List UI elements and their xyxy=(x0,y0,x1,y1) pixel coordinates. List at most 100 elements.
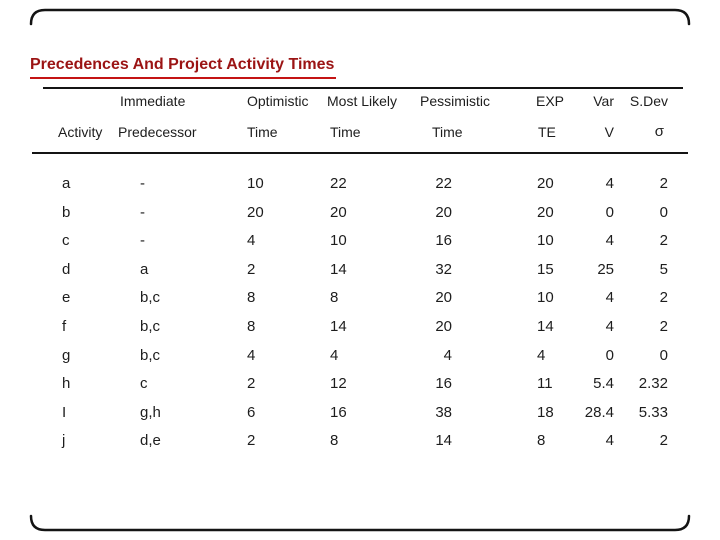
table-cell: 16 xyxy=(435,232,452,250)
table-cell: 16 xyxy=(435,375,452,393)
table-row: a - 10 22 22 20 4 2 xyxy=(0,170,720,199)
slide-border-bottom xyxy=(29,514,691,532)
table-row: f b,c 8 14 20 14 4 2 xyxy=(0,313,720,342)
table-cell: 5.33 xyxy=(638,403,668,421)
table-row: e b,c 8 8 20 10 4 2 xyxy=(0,284,720,313)
table-cell: - xyxy=(140,203,145,221)
table-top-rule xyxy=(43,87,683,89)
table-cell: 15 xyxy=(537,260,554,278)
table-cell: 20 xyxy=(435,318,452,335)
header-activity: Activity xyxy=(58,124,103,140)
table-cell: 20 xyxy=(435,289,452,307)
table-cell: - xyxy=(140,232,145,250)
table-cell: 2 xyxy=(247,260,256,278)
header-pessimistic: Pessimistic xyxy=(420,93,491,109)
table-cell: a xyxy=(62,175,71,192)
table-cell: b,c xyxy=(140,346,161,364)
table-cell: b xyxy=(62,203,71,221)
table-cell: 4 xyxy=(605,432,614,450)
table-cell: 32 xyxy=(435,260,452,278)
table-cell: 28.4 xyxy=(584,403,614,421)
table-cell: 25 xyxy=(597,260,614,278)
header-predecessor: Predecessor xyxy=(118,124,197,140)
table-cell: 14 xyxy=(330,260,347,278)
table-cell: 22 xyxy=(330,175,347,192)
table-cell: 10 xyxy=(537,289,554,307)
table-cell: 2 xyxy=(659,175,668,192)
table-cell: 8 xyxy=(247,289,256,307)
table-cell: g xyxy=(62,346,71,364)
table-cell: 14 xyxy=(435,432,452,450)
table-cell: 4 xyxy=(247,346,256,364)
table-cell: 16 xyxy=(330,403,347,421)
table-cell: 0 xyxy=(605,203,614,221)
table-cell: d xyxy=(62,260,71,278)
table-row: d a 2 14 32 15 25 5 xyxy=(0,256,720,285)
table-row: b - 20 20 20 20 0 0 xyxy=(0,199,720,228)
table-row: g b,c 4 4 4 4 0 0 xyxy=(0,342,720,371)
table-cell: 2.32 xyxy=(638,375,668,393)
table-cell: c xyxy=(140,375,148,393)
table-cell: 2 xyxy=(659,318,668,335)
table-header-rule xyxy=(32,152,688,154)
table-cell: - xyxy=(140,175,145,192)
table-cell: 12 xyxy=(330,375,347,393)
table-cell: 4 xyxy=(537,346,546,364)
table-cell: 22 xyxy=(435,175,452,192)
table-cell: 4 xyxy=(605,289,614,307)
table-cell: d,e xyxy=(140,432,161,450)
page-title: Precedences And Project Activity Times xyxy=(30,56,337,79)
table-cell: 4 xyxy=(247,232,256,250)
table-cell: 8 xyxy=(330,289,339,307)
table-cell: 38 xyxy=(435,403,452,421)
table-cell: 10 xyxy=(537,232,554,250)
table-cell: 0 xyxy=(659,346,668,364)
table-cell: 14 xyxy=(330,318,347,335)
table-cell: 20 xyxy=(537,203,554,221)
header-sigma: σ xyxy=(654,123,664,140)
table-cell: b,c xyxy=(140,318,161,335)
table-cell: 2 xyxy=(659,432,668,450)
table-cell: 10 xyxy=(330,232,347,250)
table-cell: c xyxy=(62,232,70,250)
header-exp: EXP xyxy=(536,93,565,109)
slide-border-top xyxy=(29,8,691,26)
header-var: Var xyxy=(593,93,614,109)
table-cell: 14 xyxy=(537,318,554,335)
table-cell: 4 xyxy=(605,175,614,192)
table-cell: 20 xyxy=(537,175,554,192)
table-cell: 8 xyxy=(330,432,339,450)
table-cell: 11 xyxy=(537,375,553,393)
table-row: j d,e 2 8 14 8 4 2 xyxy=(0,427,720,456)
table-row: h c 2 12 16 11 5.4 2.32 xyxy=(0,370,720,399)
table-cell: e xyxy=(62,289,71,307)
table-cell: g,h xyxy=(140,403,161,421)
table-cell: 18 xyxy=(537,403,554,421)
table-cell: 4 xyxy=(605,232,614,250)
header-time-optimistic: Time xyxy=(247,124,278,140)
table-cell: 4 xyxy=(330,346,339,364)
table-cell: j xyxy=(62,432,66,450)
header-immediate: Immediate xyxy=(120,93,186,109)
table-cell: 8 xyxy=(247,318,256,335)
header-time-most-likely: Time xyxy=(330,124,361,140)
table-cell: 20 xyxy=(247,203,264,221)
table-cell: I xyxy=(62,403,67,421)
header-v: V xyxy=(604,124,614,140)
table-cell: 10 xyxy=(247,175,264,192)
table-cell: 8 xyxy=(537,432,546,450)
header-most-likely: Most Likely xyxy=(327,93,398,109)
table-cell: 4 xyxy=(443,346,452,364)
header-time-pessimistic: Time xyxy=(432,124,463,140)
table-cell: 2 xyxy=(247,432,256,450)
table-cell: 20 xyxy=(435,203,452,221)
table-cell: f xyxy=(62,318,67,335)
table-header-row-2: Activity Predecessor Time Time Time TE V… xyxy=(0,122,720,142)
header-te: TE xyxy=(538,124,556,140)
table-cell: b,c xyxy=(140,289,161,307)
table-cell: a xyxy=(140,260,149,278)
table-cell: 5 xyxy=(659,260,668,278)
table-cell: 2 xyxy=(247,375,256,393)
